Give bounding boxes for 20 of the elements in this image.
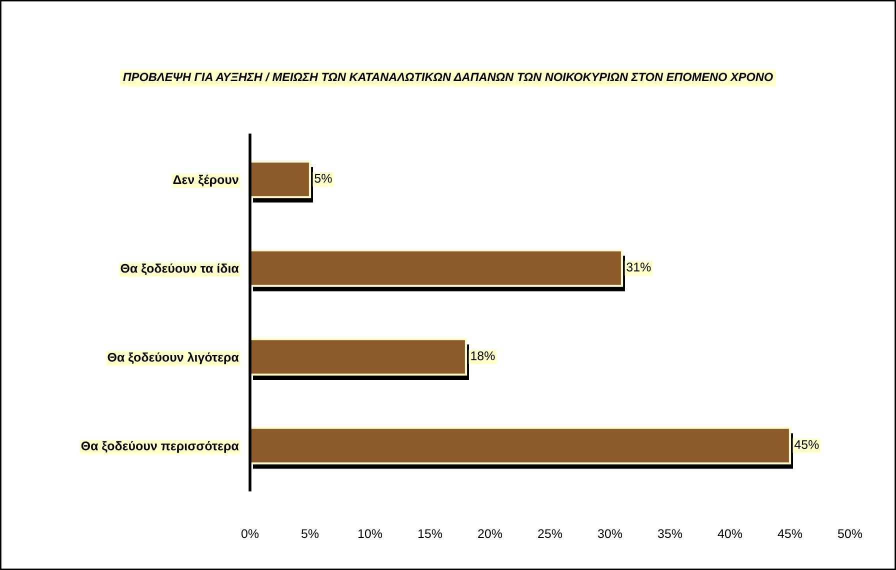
chart-title: ΠΡΟΒΛΕΨΗ ΓΙΑ ΑΥΞΗΣΗ / ΜΕΙΩΣΗ ΤΩΝ ΚΑΤΑΝΑΛΩΤΙΚΩΝ ΔΑΠΑΝΩΝ ΤΩΝ ΝΟΙΚΟΚΥΡΙΩΝ ΣΤΟΝ ΕΠΟΜΕΝΟ ΧΡΟΝΟ xyxy=(123,72,773,82)
x-tick-label: 0% xyxy=(241,529,259,538)
y-tick-label: Δεν ξέρουν xyxy=(173,174,238,187)
x-tick-label: 30% xyxy=(598,529,622,538)
x-tick-label: 15% xyxy=(418,529,442,538)
y-tick-label: Θα ξοδεύουν λιγότερα xyxy=(108,352,239,364)
data-label: 31% xyxy=(626,262,651,272)
x-tick-label: 50% xyxy=(838,529,862,538)
x-tick-label: 10% xyxy=(358,529,382,538)
x-tick-label: 40% xyxy=(718,529,742,538)
x-tick-label: 20% xyxy=(478,529,502,538)
data-label: 5% xyxy=(314,174,332,183)
data-label: 18% xyxy=(471,351,495,360)
x-tick-label: 25% xyxy=(538,529,562,538)
y-tick-label: Θα ξοδεύουν τα ίδια xyxy=(120,263,239,276)
y-tick-label: Θα ξοδεύουν περισσότερα xyxy=(81,441,239,453)
x-tick-label: 5% xyxy=(301,529,319,538)
x-tick-label: 45% xyxy=(778,529,802,538)
x-tick-label: 35% xyxy=(658,529,682,538)
data-label: 45% xyxy=(794,440,819,449)
